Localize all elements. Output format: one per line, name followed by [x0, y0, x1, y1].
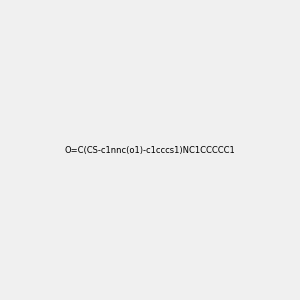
Text: O=C(CS-c1nnc(o1)-c1cccs1)NC1CCCCC1: O=C(CS-c1nnc(o1)-c1cccs1)NC1CCCCC1 — [64, 146, 236, 154]
